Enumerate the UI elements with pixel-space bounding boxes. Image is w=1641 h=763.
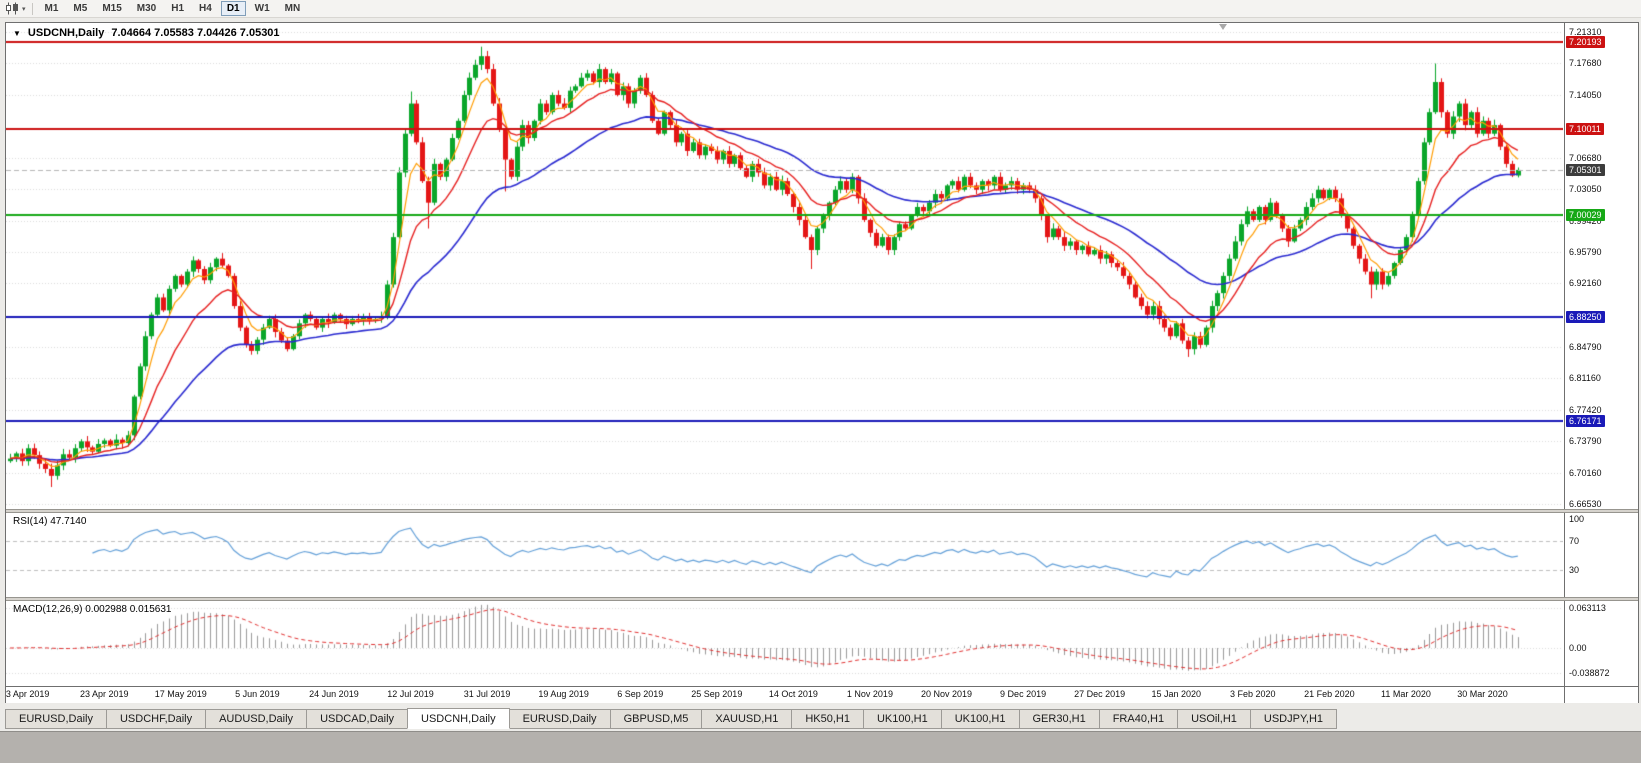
- macd-chart-canvas[interactable]: [6, 601, 1563, 686]
- time-axis-label: 31 Jul 2019: [463, 689, 511, 699]
- time-axis[interactable]: 3 Apr 2019 23 Apr 2019 17 May 2019 5 Jun 20…: [6, 686, 1638, 703]
- price-tick: 6.92160: [1569, 278, 1602, 289]
- price-tick: 7.03050: [1569, 184, 1602, 195]
- price-tick: 6.66530: [1569, 499, 1602, 509]
- time-axis-label: 20 Nov 2019: [920, 689, 973, 699]
- price-panel: ▼ USDCNH,Daily 7.04664 7.05583 7.04426 7…: [6, 23, 1638, 509]
- rsi-tick: 70: [1569, 535, 1580, 546]
- rsi-tick: 30: [1569, 565, 1580, 576]
- candlestick-chart-icon[interactable]: [5, 2, 20, 15]
- bottom-strip: [0, 731, 1641, 763]
- time-axis-label: 17 May 2019: [154, 689, 207, 699]
- time-axis-label: 27 Dec 2019: [1074, 689, 1126, 699]
- macd-tick: 0.00: [1569, 643, 1587, 653]
- macd-tick: 0.063113: [1569, 602, 1606, 613]
- tab-usdcnh-daily[interactable]: USDCNH,Daily: [407, 708, 510, 729]
- chart-shift-marker[interactable]: [1219, 24, 1227, 30]
- timeframe-button-m15[interactable]: M15: [96, 1, 127, 16]
- time-axis-label: 23 Apr 2019: [79, 689, 129, 699]
- timeframe-button-h4[interactable]: H4: [193, 1, 218, 16]
- time-axis-label: 5 Jun 2019: [235, 689, 280, 699]
- price-tick: 6.81160: [1569, 372, 1601, 383]
- tab-uk100-h1[interactable]: UK100,H1: [862, 709, 942, 729]
- price-tick: 6.95790: [1569, 246, 1602, 257]
- timeframe-button-d1[interactable]: D1: [220, 1, 246, 16]
- price-tick: 6.77420: [1569, 405, 1602, 416]
- chart-symbol-label: USDCNH,Daily: [27, 27, 105, 39]
- panel-splitter[interactable]: [6, 597, 1638, 601]
- tab-usdjpy-h1[interactable]: USDJPY,H1: [1249, 709, 1338, 729]
- chart-tab-bar: EURUSD,Daily USDCHF,Daily AUDUSD,Daily USDC…: [5, 707, 1338, 729]
- time-axis-label: 21 Feb 2020: [1304, 689, 1355, 699]
- time-axis-label: 3 Feb 2020: [1230, 689, 1276, 699]
- time-axis-label: 15 Jan 2020: [1151, 689, 1201, 699]
- tab-xauusd-h1[interactable]: XAUUSD,H1: [701, 709, 793, 729]
- time-axis-label: 3 Apr 2019: [5, 689, 50, 699]
- price-axis[interactable]: 7.213107.176807.140507.066807.030506.994…: [1564, 23, 1638, 509]
- price-badge: 7.05301: [1566, 163, 1605, 176]
- tab-usdcad-daily[interactable]: USDCAD,Daily: [306, 709, 409, 729]
- timeframe-button-m30[interactable]: M30: [131, 1, 162, 16]
- price-tick: 7.21310: [1569, 26, 1602, 37]
- tab-usdchf-daily[interactable]: USDCHF,Daily: [105, 709, 207, 729]
- timeframe-button-m1[interactable]: M1: [39, 1, 65, 16]
- time-axis-label: 12 Jul 2019: [387, 689, 434, 699]
- price-badge: 6.88250: [1566, 310, 1605, 323]
- chart-title: ▼ USDCNH,Daily 7.04664 7.05583 7.04426 7…: [13, 27, 280, 39]
- price-badge: 7.20193: [1566, 35, 1605, 48]
- tab-fra40-h1[interactable]: FRA40,H1: [1098, 709, 1179, 729]
- macd-label: MACD(12,26,9) 0.002988 0.015631: [13, 604, 172, 615]
- tab-hk50-h1[interactable]: HK50,H1: [791, 709, 864, 729]
- price-chart-canvas[interactable]: [6, 23, 1563, 509]
- panel-splitter[interactable]: [6, 509, 1638, 513]
- macd-tick: -0.038872: [1569, 667, 1610, 678]
- time-axis-label: 6 Sep 2019: [617, 689, 664, 699]
- tab-eurusd-daily[interactable]: EURUSD,Daily: [508, 709, 611, 729]
- rsi-chart-canvas[interactable]: [6, 513, 1563, 597]
- price-tick: 7.06680: [1569, 153, 1602, 164]
- macd-axis[interactable]: 0.063113 0.00 -0.038872: [1564, 601, 1638, 686]
- price-tick: 7.17680: [1569, 58, 1602, 69]
- collapse-arrow-icon[interactable]: ▼: [13, 28, 21, 38]
- timeframe-button-w1[interactable]: W1: [249, 1, 276, 16]
- time-axis-label: 24 Jun 2019: [309, 689, 359, 699]
- chart-window: ▼ USDCNH,Daily 7.04664 7.05583 7.04426 7…: [5, 22, 1639, 703]
- timeframe-button-m5[interactable]: M5: [67, 1, 93, 16]
- price-tick: 7.14050: [1569, 89, 1602, 100]
- axis-corner: [1564, 687, 1638, 703]
- price-tick: 6.70160: [1569, 467, 1602, 478]
- rsi-label: RSI(14) 47.7140: [13, 516, 87, 527]
- price-badge: 7.00029: [1566, 209, 1605, 222]
- price-badge: 7.10011: [1566, 123, 1604, 136]
- tab-gbpusd-m5[interactable]: GBPUSD,M5: [609, 709, 703, 729]
- time-axis-label: 25 Sep 2019: [691, 689, 743, 699]
- time-axis-label: 19 Aug 2019: [538, 689, 589, 699]
- time-axis-label: 30 Mar 2020: [1457, 689, 1508, 699]
- macd-panel: MACD(12,26,9) 0.002988 0.015631 0.063113…: [6, 601, 1638, 686]
- time-axis-label: 11 Mar 2020: [1380, 689, 1431, 699]
- tab-audusd-daily[interactable]: AUDUSD,Daily: [205, 709, 308, 729]
- tab-usoil-h1[interactable]: USOil,H1: [1177, 709, 1251, 729]
- toolbar: ▾ M1 M5 M15 M30 H1 H4 D1 W1 MN: [0, 0, 1641, 18]
- timeframe-button-h1[interactable]: H1: [165, 1, 190, 16]
- timeframe-button-mn[interactable]: MN: [279, 1, 307, 16]
- time-axis-label: 14 Oct 2019: [768, 689, 818, 699]
- tab-eurusd-daily[interactable]: EURUSD,Daily: [5, 709, 107, 729]
- tab-uk100-h1[interactable]: UK100,H1: [940, 709, 1020, 729]
- chart-ohlc-values: 7.04664 7.05583 7.04426 7.05301: [111, 27, 280, 39]
- price-tick: 6.84790: [1569, 341, 1602, 352]
- tab-ger30-h1[interactable]: GER30,H1: [1018, 709, 1100, 729]
- price-tick: 6.73790: [1569, 436, 1602, 447]
- rsi-tick: 100: [1569, 514, 1585, 524]
- timeframe-toolbar: M1 M5 M15 M30 H1 H4 D1 W1 MN: [39, 1, 310, 16]
- toolbar-separator: [31, 2, 33, 15]
- time-axis-label: 1 Nov 2019: [846, 689, 893, 699]
- time-axis-label: 9 Dec 2019: [1000, 689, 1047, 699]
- dropdown-caret-icon[interactable]: ▾: [22, 5, 26, 13]
- rsi-panel: RSI(14) 47.7140 100 70 30: [6, 513, 1638, 597]
- rsi-axis[interactable]: 100 70 30: [1564, 513, 1638, 597]
- price-badge: 6.76171: [1566, 414, 1605, 427]
